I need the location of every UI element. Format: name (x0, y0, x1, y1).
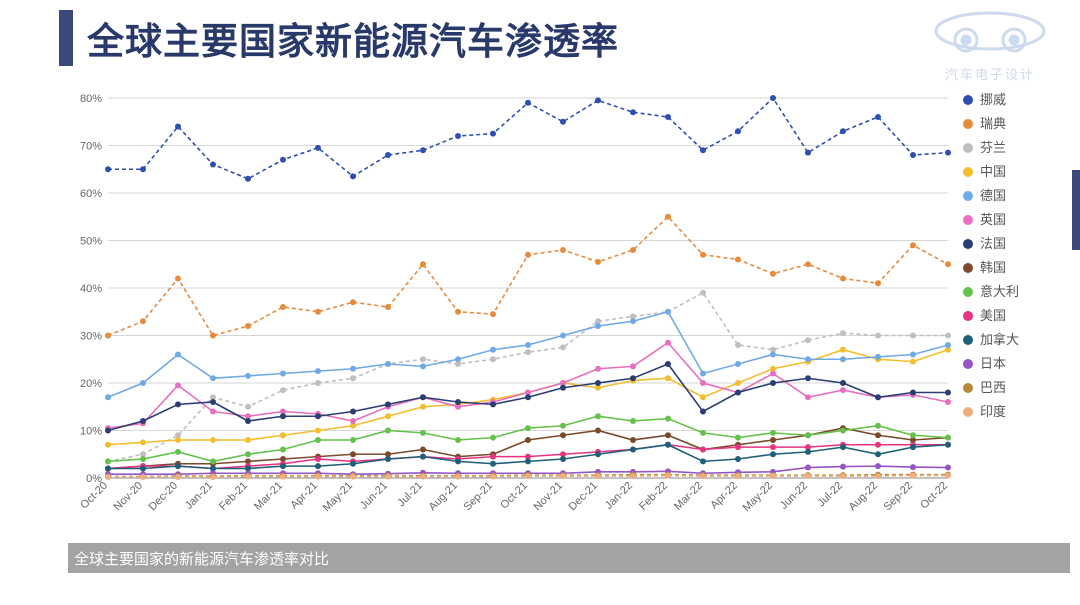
chart: 0%10%20%30%40%50%60%70%80%Oct-20Nov-20De… (68, 90, 1048, 520)
svg-text:Jan-21: Jan-21 (183, 480, 215, 512)
svg-text:Oct-22: Oct-22 (918, 480, 950, 512)
svg-text:Jan-22: Jan-22 (603, 480, 635, 512)
svg-text:中国: 中国 (980, 164, 1006, 179)
svg-text:印度: 印度 (980, 404, 1006, 419)
svg-text:Mar-21: Mar-21 (252, 480, 285, 513)
svg-text:50%: 50% (80, 236, 102, 248)
svg-text:法国: 法国 (980, 236, 1006, 251)
slide: 全球主要国家新能源汽车渗透率 汽车电子设计 0%10%20%30%40%50%6… (0, 0, 1080, 605)
svg-text:美国: 美国 (980, 308, 1006, 323)
svg-text:Jul-22: Jul-22 (815, 480, 845, 510)
logo-subtitle: 汽车电子设计 (930, 64, 1050, 83)
svg-text:瑞典: 瑞典 (980, 116, 1006, 131)
svg-text:意大利: 意大利 (980, 284, 1019, 299)
svg-text:Aug-22: Aug-22 (847, 480, 881, 514)
svg-text:Jul-21: Jul-21 (395, 480, 425, 510)
svg-text:Mar-22: Mar-22 (672, 480, 705, 513)
svg-text:挪威: 挪威 (980, 92, 1006, 107)
svg-text:May-22: May-22 (741, 480, 775, 514)
svg-text:Apr-21: Apr-21 (288, 480, 320, 512)
svg-text:40%: 40% (80, 283, 102, 295)
svg-text:May-21: May-21 (321, 480, 355, 514)
svg-text:Jun-22: Jun-22 (778, 480, 810, 512)
svg-text:Apr-22: Apr-22 (708, 480, 740, 512)
svg-text:芬兰: 芬兰 (980, 140, 1006, 155)
caption-text: 全球主要国家的新能源汽车渗透率对比 (74, 548, 329, 569)
svg-text:Jun-21: Jun-21 (358, 480, 390, 512)
brand-logo: 汽车电子设计 (930, 6, 1050, 83)
svg-text:Dec-21: Dec-21 (567, 480, 601, 514)
title-bar: 全球主要国家新能源汽车渗透率 (59, 10, 619, 66)
svg-text:20%: 20% (80, 378, 102, 390)
svg-text:10%: 10% (80, 426, 102, 438)
svg-text:Aug-21: Aug-21 (427, 480, 461, 514)
svg-text:英国: 英国 (980, 212, 1006, 227)
svg-text:巴西: 巴西 (980, 380, 1006, 395)
svg-text:30%: 30% (80, 331, 102, 343)
svg-text:Nov-20: Nov-20 (112, 480, 146, 514)
svg-text:Feb-21: Feb-21 (217, 480, 250, 513)
svg-text:Sep-22: Sep-22 (882, 480, 916, 514)
side-accent (1072, 170, 1080, 250)
svg-text:Oct-21: Oct-21 (498, 480, 530, 512)
svg-text:80%: 80% (80, 93, 102, 105)
title-accent (59, 10, 73, 66)
svg-text:Nov-21: Nov-21 (532, 480, 566, 514)
page-title: 全球主要国家新能源汽车渗透率 (87, 11, 619, 65)
svg-text:Feb-22: Feb-22 (637, 480, 670, 513)
svg-text:Sep-21: Sep-21 (462, 480, 496, 514)
svg-text:韩国: 韩国 (980, 260, 1006, 275)
car-icon (930, 6, 1050, 61)
svg-text:Dec-20: Dec-20 (147, 480, 181, 514)
svg-text:60%: 60% (80, 188, 102, 200)
svg-text:日本: 日本 (980, 356, 1006, 371)
line-chart-svg: 0%10%20%30%40%50%60%70%80%Oct-20Nov-20De… (68, 90, 1048, 520)
svg-text:70%: 70% (80, 141, 102, 153)
svg-text:加拿大: 加拿大 (980, 332, 1019, 347)
caption-bar: 全球主要国家的新能源汽车渗透率对比 (68, 543, 1070, 573)
svg-text:德国: 德国 (980, 188, 1006, 203)
